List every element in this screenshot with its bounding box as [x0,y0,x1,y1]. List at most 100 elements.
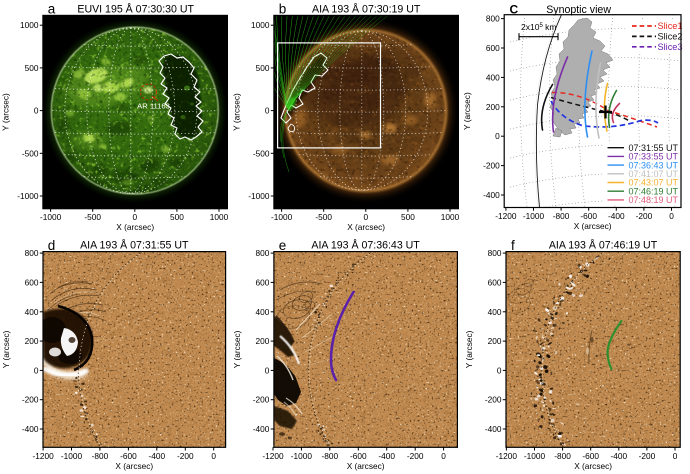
svg-text:-500: -500 [84,212,101,222]
svg-text:AIA 193 Å 07:36:43 UT: AIA 193 Å 07:36:43 UT [311,239,420,252]
svg-text:0: 0 [363,212,368,222]
svg-text:AR 11163: AR 11163 [137,102,170,111]
svg-text:0: 0 [497,365,502,375]
svg-text:-500: -500 [253,148,270,158]
svg-text:400: 400 [25,307,39,317]
svg-text:-1000: -1000 [61,451,83,461]
svg-text:f: f [511,238,515,253]
svg-text:0: 0 [132,212,137,222]
svg-text:-200: -200 [485,395,502,405]
svg-text:X (arcsec): X (arcsec) [115,461,153,471]
svg-text:-400: -400 [378,451,395,461]
svg-text:500: 500 [25,63,39,73]
svg-text:-1000: -1000 [523,211,545,221]
svg-text:800: 800 [488,248,502,258]
svg-text:AIA 193 Å 07:31:55 UT: AIA 193 Å 07:31:55 UT [80,239,189,252]
svg-text:07:46:19 UT: 07:46:19 UT [629,186,679,196]
svg-text:-800: -800 [554,451,571,461]
svg-text:1000: 1000 [210,212,229,222]
svg-text:800: 800 [256,248,270,258]
svg-text:-1000: -1000 [40,212,62,222]
svg-text:b: b [279,1,287,16]
svg-text:0: 0 [211,451,216,461]
svg-text:Y (arcsec): Y (arcsec) [464,330,474,368]
svg-text:-400: -400 [485,424,502,434]
svg-text:-600: -600 [582,451,599,461]
svg-text:Y (arcsec): Y (arcsec) [1,93,11,131]
svg-text:Y (arcsec): Y (arcsec) [1,330,11,368]
svg-text:d: d [48,238,56,253]
svg-text:07:43:07 UT: 07:43:07 UT [629,178,679,188]
svg-text:600: 600 [25,277,39,287]
svg-text:-1200: -1200 [496,451,518,461]
svg-text:800: 800 [25,248,39,258]
svg-text:0: 0 [34,365,39,375]
svg-text:400: 400 [488,307,502,317]
svg-text:200: 200 [488,336,502,346]
svg-text:e: e [279,238,287,253]
svg-text:AIA 193 Å 07:30:19 UT: AIA 193 Å 07:30:19 UT [312,3,421,16]
svg-text:07:36:43 UT: 07:36:43 UT [629,160,679,170]
svg-text:0: 0 [495,131,500,141]
svg-text:800: 800 [486,14,500,24]
svg-text:-1000: -1000 [524,451,546,461]
svg-text:-200: -200 [253,395,270,405]
svg-text:07:41:07 UT: 07:41:07 UT [629,169,679,179]
svg-text:-500: -500 [22,148,39,158]
svg-text:-600: -600 [350,451,367,461]
svg-text:Y (arcsec): Y (arcsec) [462,92,472,130]
svg-text:X (arcsec): X (arcsec) [347,222,385,232]
svg-text:200: 200 [25,336,39,346]
svg-text:-400: -400 [610,451,627,461]
svg-text:-200: -200 [483,161,500,171]
svg-text:0: 0 [265,106,270,116]
svg-text:-500: -500 [315,212,332,222]
svg-text:-400: -400 [148,451,165,461]
svg-text:-800: -800 [92,451,109,461]
svg-text:07:48:19 UT: 07:48:19 UT [629,195,679,205]
svg-text:500: 500 [170,212,184,222]
svg-text:X (arcsec): X (arcsec) [574,221,612,231]
svg-text:-1200: -1200 [262,451,284,461]
svg-text:Synoptic view: Synoptic view [546,4,611,16]
svg-text:07:31:55 UT: 07:31:55 UT [629,143,679,153]
svg-text:-800: -800 [553,211,570,221]
svg-text:1000: 1000 [251,20,270,30]
svg-text:2x105 km: 2x105 km [521,22,556,32]
svg-text:C: C [510,2,519,16]
svg-text:X (arcsec): X (arcsec) [574,461,612,471]
svg-text:-200: -200 [639,451,656,461]
svg-text:-400: -400 [22,424,39,434]
svg-text:200: 200 [256,336,270,346]
svg-text:600: 600 [486,43,500,53]
svg-text:Y (arcsec): Y (arcsec) [232,93,242,131]
svg-text:600: 600 [256,277,270,287]
svg-text:-1000: -1000 [17,191,39,201]
svg-text:-1200: -1200 [32,451,54,461]
svg-text:-1200: -1200 [495,211,517,221]
svg-text:-600: -600 [580,211,597,221]
svg-text:X (arcsec): X (arcsec) [116,222,154,232]
svg-text:600: 600 [488,277,502,287]
svg-text:-400: -400 [483,190,500,200]
svg-text:0: 0 [34,106,39,116]
svg-text:0: 0 [669,211,674,221]
svg-text:-200: -200 [177,451,194,461]
svg-text:-400: -400 [608,211,625,221]
svg-text:0: 0 [265,365,270,375]
svg-text:Slice3: Slice3 [658,42,683,52]
svg-text:EUVI 195 Å 07:30:30 UT: EUVI 195 Å 07:30:30 UT [77,3,194,16]
svg-text:1000: 1000 [20,20,39,30]
svg-text:-1000: -1000 [248,191,270,201]
svg-text:-1000: -1000 [271,212,293,222]
svg-text:-1000: -1000 [291,451,313,461]
svg-text:200: 200 [486,102,500,112]
svg-text:X (arcsec): X (arcsec) [347,461,385,471]
svg-text:Slice1: Slice1 [658,21,683,31]
svg-text:-800: -800 [321,451,338,461]
svg-text:-200: -200 [22,395,39,405]
svg-text:07:33:55 UT: 07:33:55 UT [629,152,679,162]
svg-text:1000: 1000 [441,212,460,222]
svg-text:Y (arcsec): Y (arcsec) [232,330,242,368]
svg-text:-200: -200 [636,211,653,221]
